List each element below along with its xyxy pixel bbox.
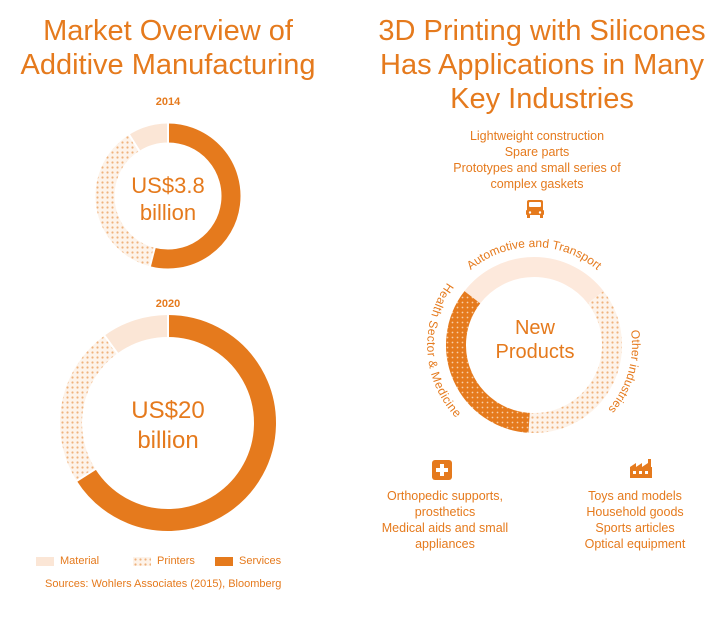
other-item: Sports articles xyxy=(595,521,675,535)
other-item: Toys and models xyxy=(588,489,682,503)
donut-2020-unit: billion xyxy=(137,427,199,454)
donut-2014-center-label: US$3.8 billion xyxy=(98,172,238,226)
source-note: Sources: Wohlers Associates (2015), Bloo… xyxy=(45,578,282,590)
year-2014: 2014 xyxy=(155,96,181,108)
health-item: Medical aids and small xyxy=(381,521,509,535)
donut-2020-center-label: US$20 billion xyxy=(88,396,248,456)
right-title-line-3: Key Industries xyxy=(450,83,634,115)
automotive-item: Lightweight construction xyxy=(469,129,605,143)
donut-2020-printers-segment xyxy=(60,335,118,481)
donut-2020-amount: US$20 xyxy=(131,397,205,424)
health-item: Orthopedic supports, xyxy=(386,489,504,503)
donut-2014-material-segment xyxy=(129,123,169,152)
legend-material-swatch xyxy=(36,556,54,566)
right-title-line-2: Has Applications in Many xyxy=(380,49,704,81)
donut-separator xyxy=(148,246,156,268)
factory-icon xyxy=(630,459,652,478)
donut-2014-unit: billion xyxy=(139,200,197,225)
right-title: 3D Printing with Silicones Has Applicati… xyxy=(356,14,728,116)
legend-printers-label: Printers xyxy=(157,555,195,567)
ring-other-industries-segment xyxy=(528,291,622,433)
automotive-applications: Lightweight construction Spare parts Pro… xyxy=(432,128,642,192)
new-products-line-2: Products xyxy=(495,341,575,363)
donut-2014-amount: US$3.8 xyxy=(131,173,205,198)
health-applications: Orthopedic supports, prosthetics Medical… xyxy=(360,488,530,552)
year-2020: 2020 xyxy=(155,298,181,310)
new-products-line-1: New xyxy=(514,317,555,339)
automotive-item: Prototypes and small series of xyxy=(453,161,621,175)
left-title-line-1: Market Overview of xyxy=(43,15,293,47)
legend-services-label: Services xyxy=(239,555,282,567)
donut-separator xyxy=(75,467,97,483)
right-title-line-1: 3D Printing with Silicones xyxy=(378,15,706,47)
donut-2020-material-segment xyxy=(104,315,169,354)
other-item: Optical equipment xyxy=(584,537,686,551)
health-item: appliances xyxy=(415,537,475,551)
other-item: Household goods xyxy=(586,505,684,519)
other-applications: Toys and models Household goods Sports a… xyxy=(565,488,705,552)
ring-health-segment xyxy=(446,291,531,433)
automotive-item: Spare parts xyxy=(504,145,570,159)
health-item: prosthetics xyxy=(414,505,476,519)
left-title: Market Overview of Additive Manufacturin… xyxy=(0,14,336,82)
donut-separator xyxy=(103,334,119,355)
donut-2020-services-segment xyxy=(76,315,276,531)
donut-2014-printers-segment xyxy=(95,134,156,267)
legend-services-swatch xyxy=(215,556,233,566)
donut-separator xyxy=(127,133,141,153)
legend-material-label: Material xyxy=(60,555,100,567)
left-title-line-2: Additive Manufacturing xyxy=(20,49,316,81)
car-icon xyxy=(526,200,544,218)
legend-material: Material xyxy=(36,555,99,567)
legend-services: Services xyxy=(215,555,281,567)
new-products-label: New Products xyxy=(460,316,610,364)
donut-2014-services-segment xyxy=(149,123,241,269)
medical-cross-icon xyxy=(432,460,452,480)
automotive-item: complex gaskets xyxy=(490,177,584,191)
legend-printers: Printers xyxy=(133,555,195,567)
legend-printers-swatch xyxy=(133,556,151,566)
ring-automotive-segment xyxy=(464,257,604,304)
